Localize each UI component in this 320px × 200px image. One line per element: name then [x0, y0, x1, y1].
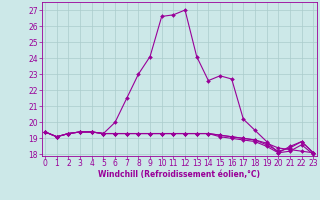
X-axis label: Windchill (Refroidissement éolien,°C): Windchill (Refroidissement éolien,°C) — [98, 170, 260, 179]
